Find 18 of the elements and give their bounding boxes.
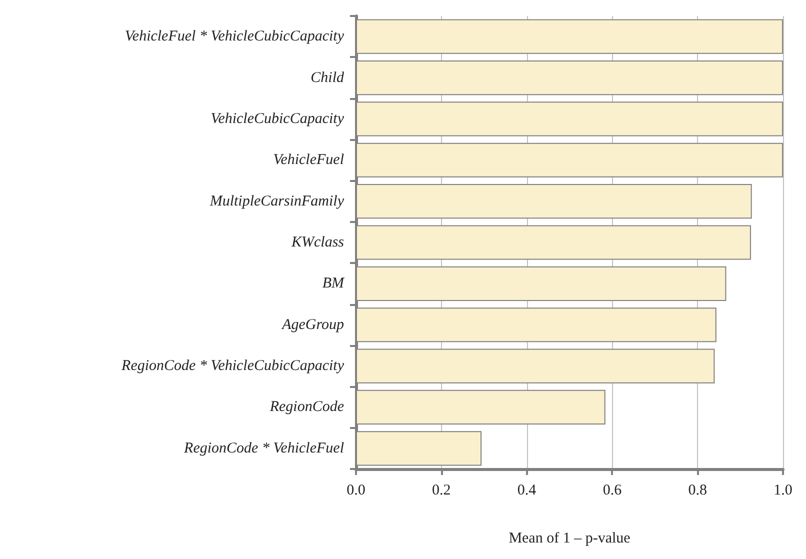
y-tick-label: RegionCode * VehicleFuel bbox=[183, 440, 344, 456]
x-tick-label: 0.0 bbox=[346, 482, 366, 498]
x-tick-label: 0.8 bbox=[688, 482, 707, 498]
y-tick-label: RegionCode bbox=[268, 399, 344, 416]
y-tick-label: KWclass bbox=[290, 234, 344, 250]
y-tick-label: VehicleCubicCapacity bbox=[210, 110, 344, 127]
y-tick-label: VehicleFuel bbox=[273, 152, 344, 168]
x-tick-label: 1.0 bbox=[774, 482, 792, 498]
x-tick-label: 0.6 bbox=[602, 482, 622, 498]
y-tick-label: BM bbox=[322, 276, 346, 292]
y-tick-label: AgeGroup bbox=[281, 316, 344, 333]
y-tick-label: MultipleCarsinFamily bbox=[208, 193, 344, 210]
x-tick-label: 0.4 bbox=[517, 482, 537, 498]
y-tick-label: Child bbox=[310, 70, 344, 86]
x-tick-label: 0.2 bbox=[432, 482, 451, 498]
y-tick-label: RegionCode * VehicleCubicCapacity bbox=[120, 358, 344, 374]
x-axis-title: Mean of 1 – p-value bbox=[508, 530, 631, 546]
y-tick-label: VehicleFuel * VehicleCubicCapacity bbox=[124, 28, 344, 45]
